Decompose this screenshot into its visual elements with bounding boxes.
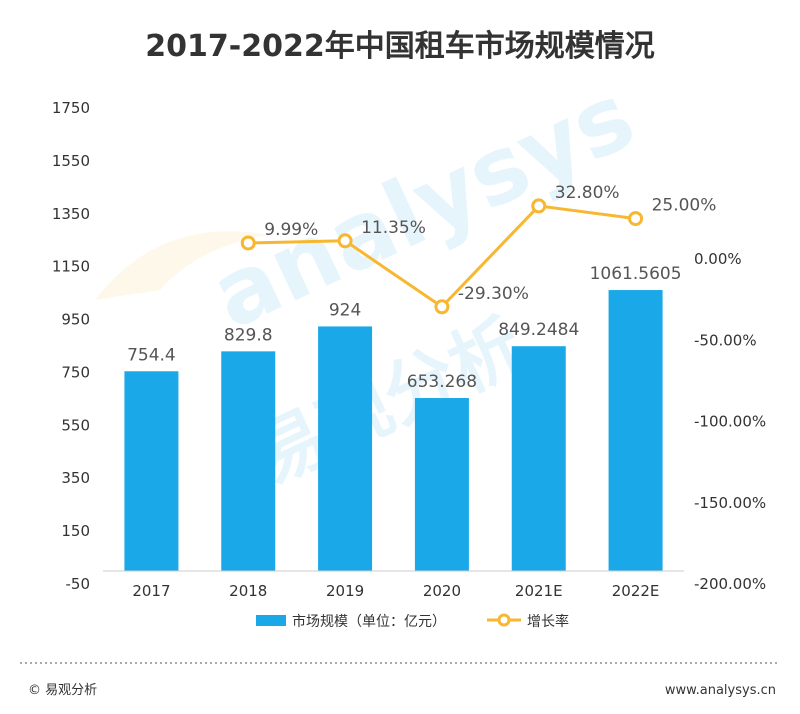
y-axis-right: -200.00% -150.00% -100.00% -50.00% 0.00% <box>694 250 766 593</box>
y-left-tick-label: 150 <box>61 522 90 540</box>
y-right-tick-label: 0.00% <box>694 250 742 268</box>
legend-line-label: 增长率 <box>527 613 569 630</box>
bar-data-label: 653.268 <box>407 372 477 392</box>
legend-bar-swatch <box>256 615 286 626</box>
footer-url: www.analysys.cn <box>665 683 776 698</box>
growth-point <box>628 211 644 227</box>
growth-point <box>531 198 547 214</box>
y-left-tick-label: 1750 <box>52 99 90 117</box>
x-tick-label: 2022E <box>612 582 660 600</box>
legend-bar-label: 市场规模（单位：亿元） <box>292 613 446 630</box>
x-tick-label: 2019 <box>326 582 364 600</box>
y-axis-left: -50 150 350 550 750 950 1150 1350 1550 1750 <box>52 99 90 593</box>
x-tick-label: 2018 <box>229 582 267 600</box>
growth-line-series: 9.99% 11.35% -29.30% 32.80% 25.00% <box>240 183 717 315</box>
x-tick-label: 2020 <box>423 582 461 600</box>
chart-title: 2017-2022年中国租车市场规模情况 <box>145 29 654 64</box>
bar-data-label: 829.8 <box>224 325 273 345</box>
y-left-tick-label: 550 <box>61 416 90 434</box>
bar <box>318 326 373 571</box>
bar <box>511 346 566 571</box>
growth-point <box>434 299 450 315</box>
watermark-swoosh <box>95 231 270 300</box>
bar <box>608 290 663 571</box>
x-tick-label: 2021E <box>515 582 563 600</box>
legend: 市场规模（单位：亿元） 增长率 <box>256 613 569 630</box>
growth-data-label: 11.35% <box>361 218 426 238</box>
footer-source: © 易观分析 <box>28 683 97 698</box>
bar <box>221 351 276 571</box>
y-left-tick-label: 1150 <box>52 258 90 276</box>
bar-data-label: 924 <box>329 300 361 320</box>
bar-data-label: 754.4 <box>127 345 176 365</box>
bar <box>124 371 179 571</box>
y-left-tick-label: 1550 <box>52 152 90 170</box>
y-left-tick-label: 350 <box>61 469 90 487</box>
y-right-tick-label: -100.00% <box>694 413 766 431</box>
y-left-tick-label: 750 <box>61 363 90 381</box>
growth-data-label: -29.30% <box>458 284 529 304</box>
bar-data-label: 849.2484 <box>498 320 579 340</box>
growth-data-label: 32.80% <box>555 183 620 203</box>
watermark-chinese: 易观分析 <box>240 303 537 501</box>
growth-data-label: 9.99% <box>264 220 318 240</box>
x-axis: 2017 2018 2019 2020 2021E 2022E <box>132 582 659 600</box>
legend-line-marker <box>497 613 511 627</box>
y-right-tick-label: -200.00% <box>694 575 766 593</box>
y-left-tick-label: -50 <box>66 575 91 593</box>
growth-data-label: 25.00% <box>652 196 717 216</box>
y-right-tick-label: -150.00% <box>694 494 766 512</box>
bar-series: 754.4 829.8 924 653.268 849.2484 1061.5605 <box>124 264 682 571</box>
y-left-tick-label: 950 <box>61 311 90 329</box>
bar-data-label: 1061.5605 <box>590 264 682 284</box>
bar <box>414 398 469 571</box>
growth-point <box>337 233 353 249</box>
x-tick-label: 2017 <box>132 582 170 600</box>
growth-point <box>240 235 256 251</box>
y-right-tick-label: -50.00% <box>694 331 757 349</box>
watermark-latin: analysys <box>196 63 650 350</box>
y-left-tick-label: 1350 <box>52 205 90 223</box>
